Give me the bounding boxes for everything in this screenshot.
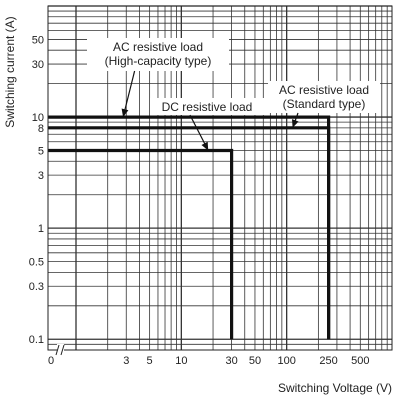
- x-tick-label: 100: [277, 355, 295, 367]
- plot-frame: [47, 5, 393, 351]
- x-tick-label: 50: [249, 355, 261, 367]
- y-tick-label: 0.5: [29, 257, 44, 269]
- x-tick-labels: 0 3 5 10 30 50 100 250 500: [48, 355, 369, 367]
- y-tick-label: 10: [32, 112, 44, 124]
- y-tick-label: 0.3: [29, 281, 44, 293]
- x-tick-label: 5: [147, 355, 153, 367]
- x-tick-label: 0: [48, 355, 54, 367]
- callout-text: DC resistive load: [162, 100, 253, 114]
- y-tick-label: 8: [38, 123, 44, 135]
- x-axis-break-mark: [55, 344, 65, 356]
- x-tick-label: 250: [319, 355, 337, 367]
- y-tick-label: 50: [32, 34, 44, 46]
- callout-text: AC resistive load: [113, 40, 203, 54]
- callout-text: (High-capacity type): [105, 54, 212, 68]
- grid-minor: [48, 6, 392, 351]
- y-tick-label: 30: [32, 59, 44, 71]
- callout-box: [268, 81, 380, 113]
- x-tick-label: 10: [175, 355, 187, 367]
- x-tick-label: 30: [225, 355, 237, 367]
- callout-box: [150, 98, 264, 115]
- x-axis-label: Switching Voltage (V): [278, 381, 392, 395]
- y-tick-label: 1: [38, 223, 44, 235]
- series-line: [48, 148, 234, 340]
- callouts: AC resistive load(High-capacity type)AC …: [87, 38, 380, 151]
- y-tick-label: 5: [38, 146, 44, 158]
- axis-break-gap: [57, 344, 64, 356]
- callout-text: AC resistive load: [279, 83, 369, 97]
- axis-break-slash: [60, 344, 65, 356]
- x-tick-label: 3: [123, 355, 129, 367]
- callout-arrowhead: [292, 119, 299, 128]
- y-tick-labels: 0.1 0.3 0.5 1 3 5 810 30 50: [29, 34, 44, 346]
- axis-break-slash: [55, 344, 60, 356]
- callout-arrowhead: [121, 108, 129, 118]
- y-tick-label: 3: [38, 170, 44, 182]
- callout-arrowhead: [201, 141, 209, 151]
- x-tick-label: 500: [351, 355, 369, 367]
- callout-text: (Standard type): [283, 97, 366, 111]
- callout-box: [87, 38, 229, 71]
- y-tick-label: 0.1: [29, 334, 44, 346]
- series-layer: [48, 115, 331, 340]
- series-line: [48, 126, 331, 340]
- y-axis-label: Switching current (A): [3, 16, 17, 127]
